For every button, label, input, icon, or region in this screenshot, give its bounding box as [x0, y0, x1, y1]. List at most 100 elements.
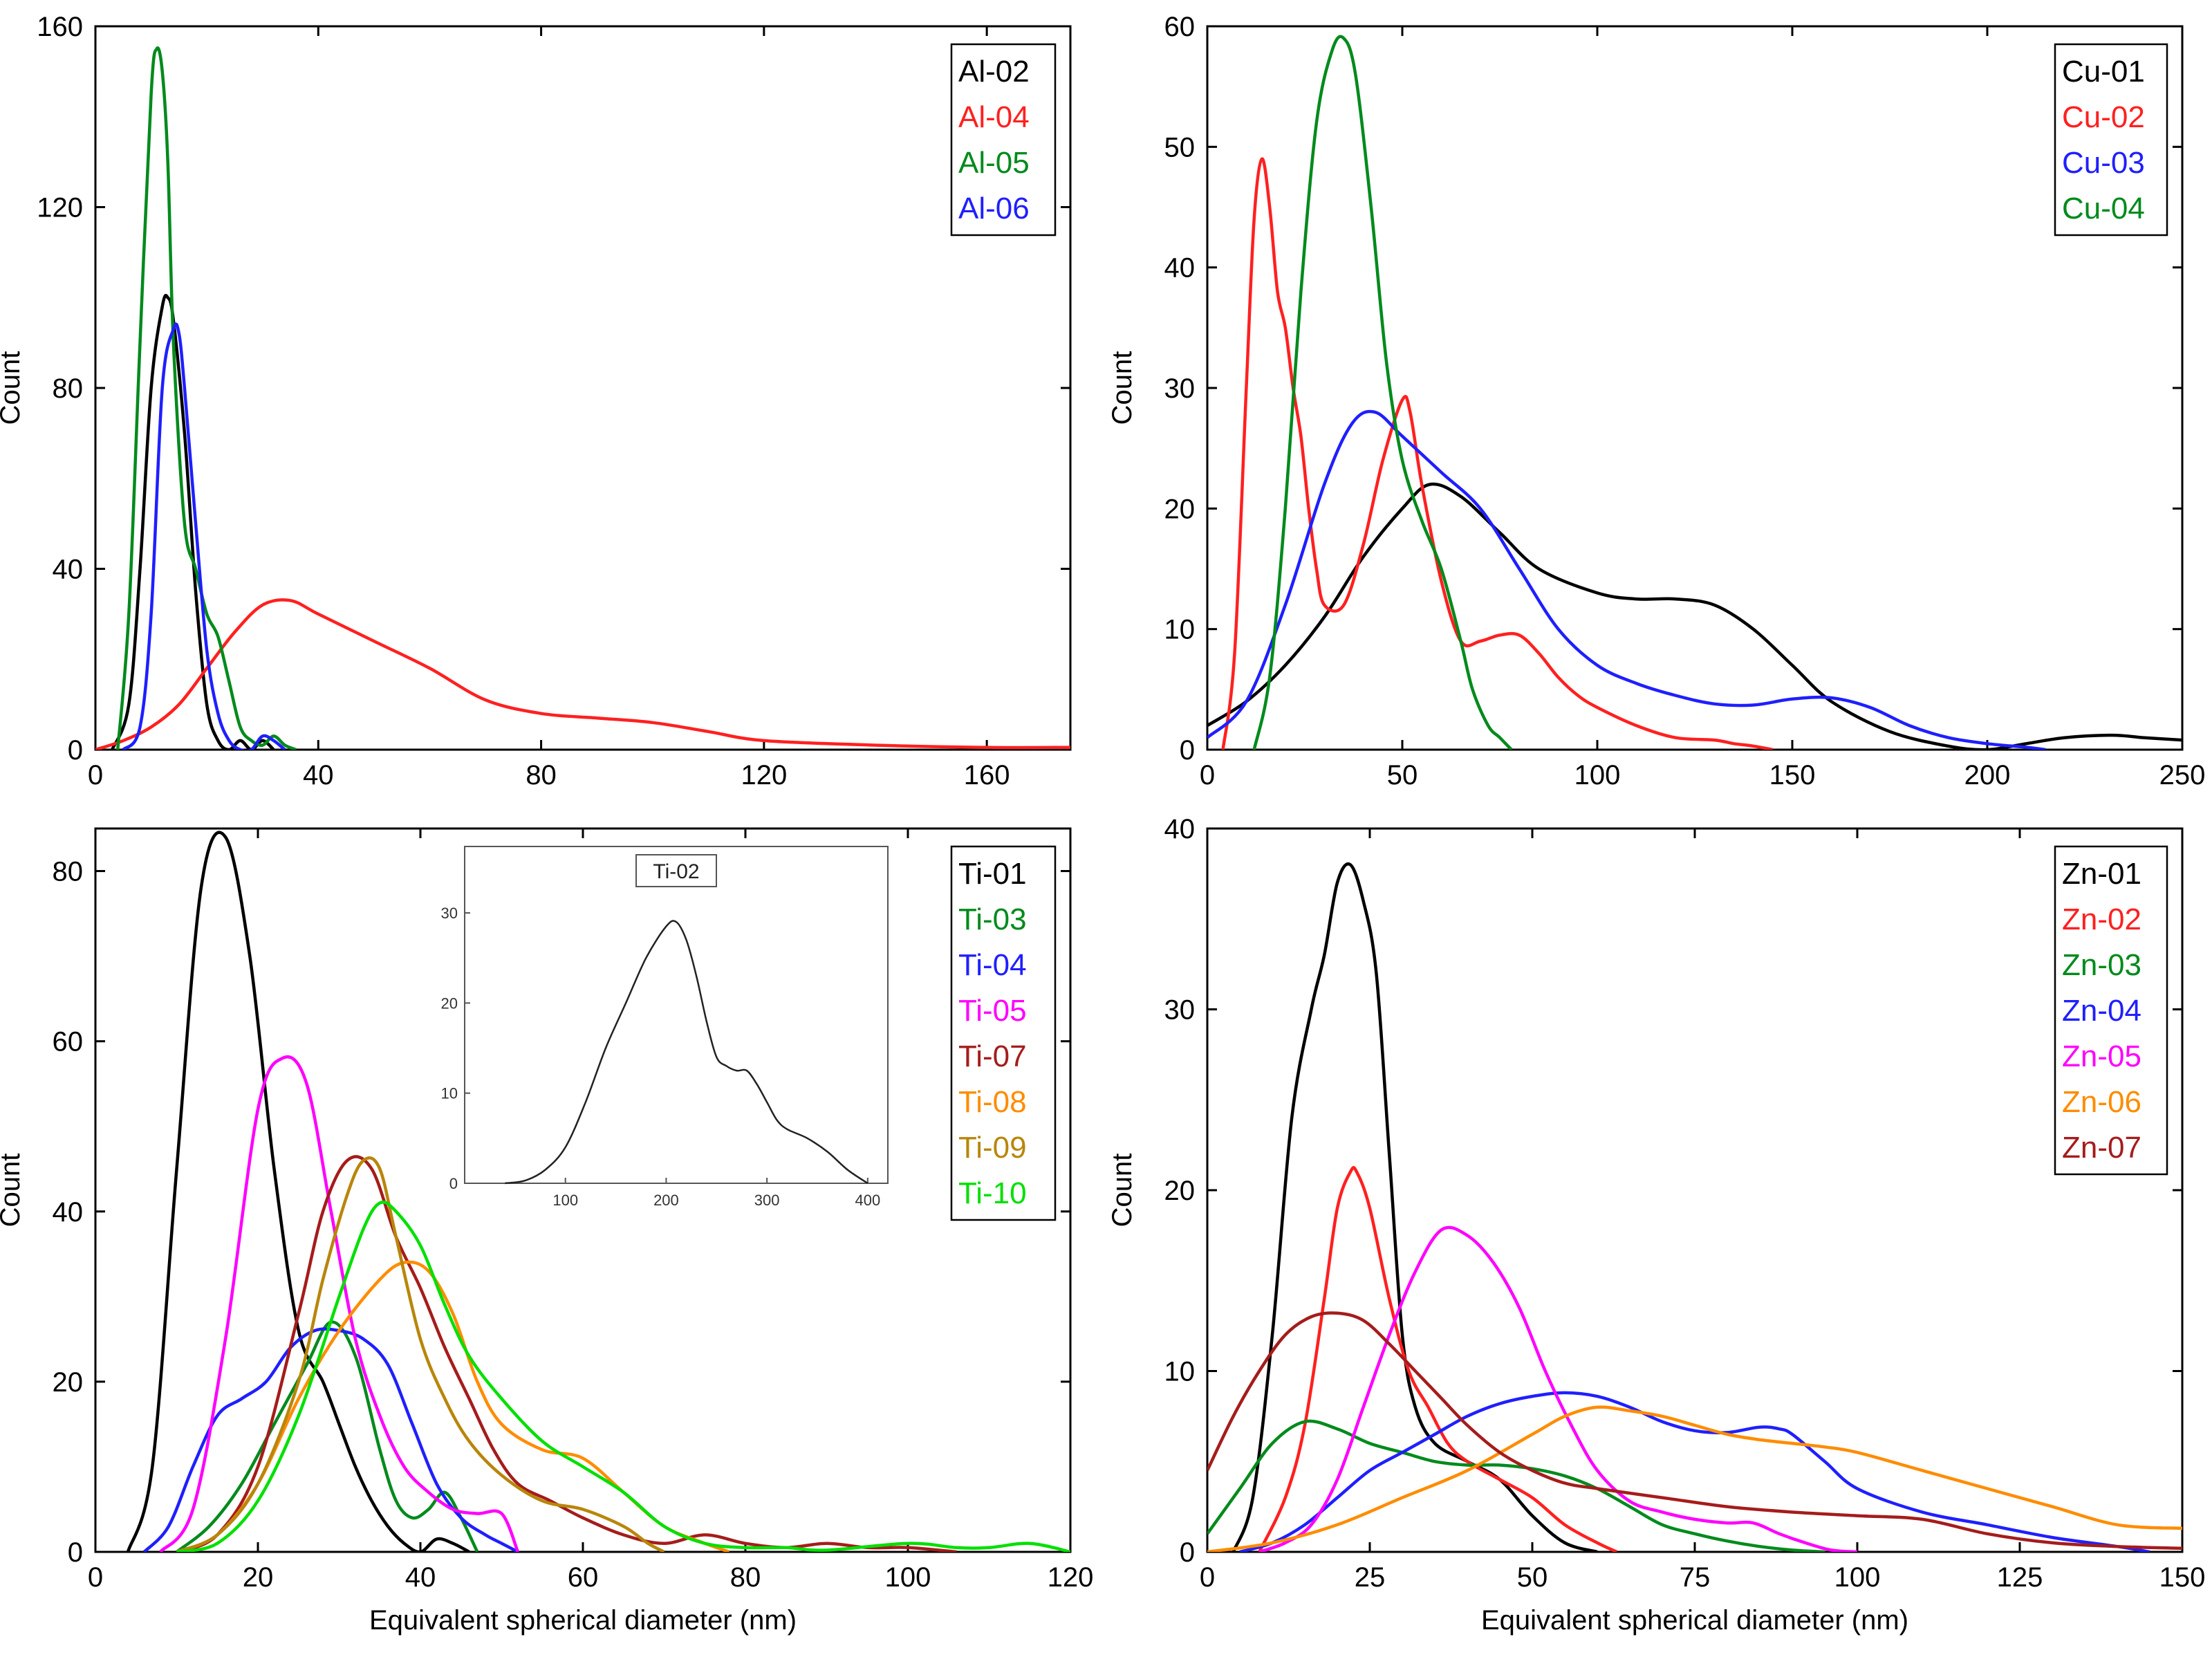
series-group — [95, 46, 1070, 750]
y-tick-label: 80 — [53, 857, 84, 887]
series-line-ti-07 — [176, 1155, 957, 1552]
legend-entry-cu-03: Cu-03 — [2062, 146, 2145, 180]
y-tick-label: 20 — [53, 1367, 84, 1398]
x-tick-label: 120 — [741, 760, 787, 790]
y-tick-label: 10 — [1164, 1357, 1196, 1387]
x-tick-label: 50 — [1387, 760, 1418, 790]
series-line-zn-07 — [1207, 1311, 2182, 1550]
legend-entry-cu-02: Cu-02 — [2062, 100, 2145, 134]
y-tick-label: 160 — [37, 12, 83, 42]
legend-entry-al-02: Al-02 — [958, 55, 1030, 89]
legend-entry-ti-05: Ti-05 — [958, 994, 1027, 1028]
inset-y-tick-label: 0 — [449, 1175, 458, 1192]
chart-panel-bottom-right: 0 25 50 75 100 125 150 0 10 20 30 40 Count Equivalent… — [1107, 814, 2205, 1636]
inset-x-tick-label: 200 — [653, 1192, 679, 1209]
x-tick-label: 80 — [730, 1562, 761, 1593]
x-tick-label: 100 — [1834, 1562, 1881, 1593]
y-tick-label: 40 — [1164, 814, 1196, 844]
chart-panel-top-right: 0 50 100 150 200 2500102030405060CountCu-01Cu… — [1107, 12, 2205, 790]
x-tick-label: 120 — [1048, 1562, 1094, 1593]
inset-series-line-ti-02 — [505, 920, 868, 1185]
legend-entry-al-06: Al-06 — [958, 192, 1030, 225]
plot-frame — [1206, 25, 2184, 751]
legend-entry-zn-05: Zn-05 — [2062, 1039, 2141, 1073]
y-axis-label: Count — [1107, 1154, 1137, 1228]
x-tick-label: 150 — [1769, 760, 1816, 790]
x-tick-label: 150 — [2159, 1562, 2206, 1593]
y-tick-label: 30 — [1164, 995, 1196, 1026]
legend-box — [950, 43, 1057, 237]
y-tick-label: 50 — [1164, 132, 1196, 163]
y-tick-label: 0 — [1180, 1537, 1195, 1568]
y-axis-label: Count — [0, 351, 26, 425]
legend-entry-zn-02: Zn-02 — [2062, 902, 2141, 936]
inset-title-box — [635, 854, 717, 887]
inset-y-tick-label: 30 — [441, 905, 458, 922]
series-line-ti-03 — [176, 1320, 479, 1552]
inset-y-tick-label: 10 — [441, 1085, 458, 1102]
series-line-zn-03 — [1207, 1419, 1825, 1552]
plot-frame — [94, 25, 1072, 751]
legend-entry-cu-01: Cu-01 — [2062, 55, 2145, 89]
series-line-al-05 — [115, 46, 297, 750]
x-tick-label: 160 — [964, 760, 1010, 790]
series-line-ti-09 — [176, 1156, 665, 1552]
inset-background — [465, 846, 888, 1183]
y-tick-label: 10 — [1164, 615, 1196, 645]
y-tick-label: 20 — [1164, 494, 1196, 524]
legend: Cu-01 Cu-02 Cu-03 Cu-04 — [2054, 43, 2168, 237]
inset-frame — [464, 846, 889, 1184]
x-tick-label: 0 — [88, 760, 103, 790]
legend-entry-cu-04: Cu-04 — [2062, 192, 2145, 225]
y-tick-label: 60 — [1164, 12, 1196, 42]
legend-box — [2054, 43, 2168, 237]
series-line-zn-04 — [1239, 1391, 2150, 1552]
series-line-ti-01 — [126, 831, 470, 1552]
inset-chart: 100 200 300 400 0 10 20 30 Ti-02 — [441, 846, 889, 1209]
y-tick-label: 40 — [53, 1197, 84, 1228]
series-line-al-02 — [111, 293, 275, 750]
x-tick-label: 100 — [1574, 760, 1621, 790]
inset-x-tick-label: 400 — [855, 1192, 880, 1209]
x-tick-label: 250 — [2159, 760, 2206, 790]
legend-entry-al-04: Al-04 — [958, 100, 1030, 134]
inset-x-tick-label: 300 — [754, 1192, 780, 1209]
x-tick-label: 200 — [1964, 760, 2011, 790]
chart-panel-bottom-left: 0 20 40 60 80 100 120020406080CountEquivalent … — [0, 827, 1094, 1636]
y-tick-label: 40 — [1164, 253, 1196, 284]
series-group — [126, 831, 1070, 1552]
y-tick-label: 30 — [1164, 373, 1196, 404]
y-tick-label: 120 — [37, 193, 83, 223]
legend: Zn-01 Zn-02 Zn-03 Zn-04 Zn-05 Zn-06 Zn-07 — [2054, 845, 2168, 1176]
x-tick-label: 25 — [1355, 1562, 1386, 1593]
x-tick-label: 20 — [243, 1562, 274, 1593]
y-tick-label: 40 — [53, 555, 84, 585]
x-tick-label: 125 — [1997, 1562, 2043, 1593]
legend-entry-ti-10: Ti-10 — [958, 1176, 1027, 1210]
chart-panel-top-left: 0 40 80 120 16004080120160CountAl-02Al-04Al-… — [0, 12, 1072, 790]
x-tick-label: 80 — [526, 760, 557, 790]
x-axis-label: Equivalent spherical diameter (nm) — [1481, 1605, 1908, 1636]
y-tick-label: 20 — [1164, 1176, 1196, 1206]
legend-box — [2054, 845, 2168, 1176]
inset-y-tick-label: 20 — [441, 994, 458, 1012]
legend-entry-ti-07: Ti-07 — [958, 1039, 1027, 1073]
y-tick-label: 60 — [53, 1027, 84, 1057]
series-line-cu-04 — [1252, 35, 1513, 750]
inset-title: Ti-02 — [653, 860, 699, 883]
plot-frame — [1206, 827, 2184, 1553]
legend-entry-al-05: Al-05 — [958, 146, 1030, 180]
series-line-zn-01 — [1232, 862, 1598, 1552]
series-line-zn-06 — [1207, 1405, 2182, 1552]
series-line-zn-05 — [1258, 1225, 1858, 1552]
y-tick-label: 0 — [68, 1537, 83, 1568]
legend: Ti-01 Ti-03 Ti-04 Ti-05 Ti-07 Ti-08 Ti-09 Ti-10 — [950, 845, 1057, 1221]
series-line-cu-02 — [1221, 157, 1774, 750]
legend-entry-zn-01: Zn-01 — [2062, 857, 2141, 891]
legend-entry-ti-01: Ti-01 — [958, 857, 1027, 891]
series-line-ti-10 — [176, 1200, 1070, 1552]
y-tick-label: 0 — [68, 735, 83, 766]
y-axis-label: Count — [0, 1154, 26, 1228]
x-tick-label: 0 — [1200, 1562, 1215, 1593]
